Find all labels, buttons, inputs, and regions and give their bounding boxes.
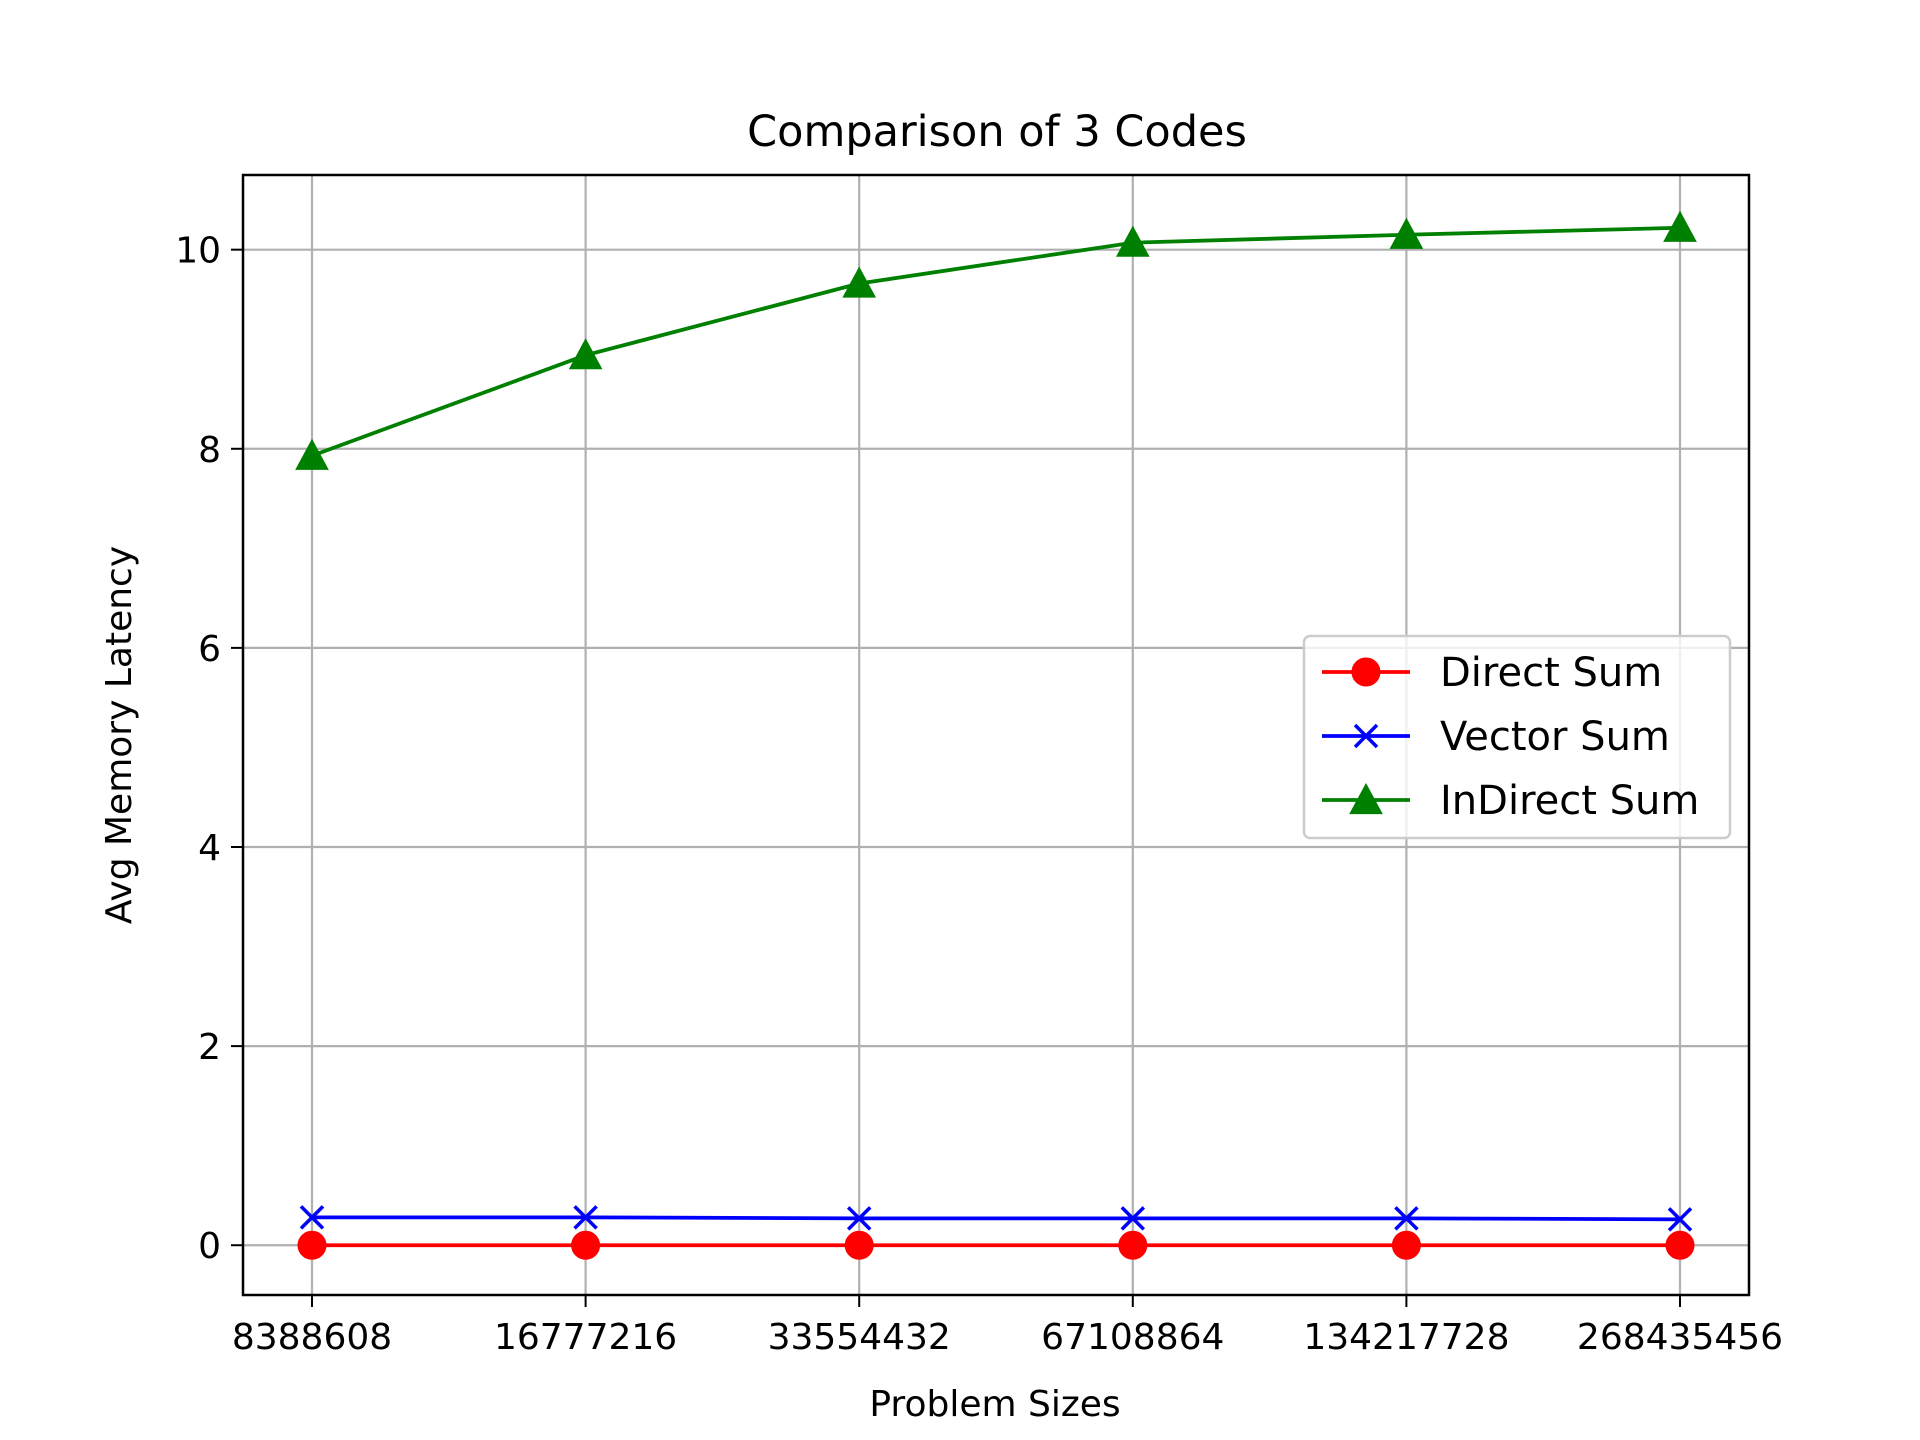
series-direct-sum — [297, 1230, 1695, 1260]
chart-title: Comparison of 3 Codes — [747, 107, 1247, 157]
series-line-vector-sum — [312, 1215, 1681, 1222]
plot-frame — [241, 173, 1751, 1297]
y-tick-label: 6 — [198, 629, 221, 670]
data-point-vector-sum — [299, 1205, 325, 1230]
series-layer — [295, 210, 1697, 1260]
legend-marker-vector-sum — [1353, 723, 1379, 749]
y-axis-label: Avg Memory Latency — [99, 546, 140, 924]
x-axis-label: Problem Sizes — [869, 1384, 1120, 1425]
data-point-direct-sum — [571, 1230, 601, 1260]
legend: Direct Sum Vector Sum InDirect Sum — [1302, 634, 1732, 840]
data-point-direct-sum — [1665, 1230, 1695, 1260]
data-point-indirect-sum — [842, 266, 877, 298]
x-tick-label: 8388608 — [232, 1317, 392, 1358]
legend-label-direct-sum: Direct Sum — [1440, 650, 1662, 696]
data-point-direct-sum — [1118, 1230, 1148, 1260]
data-point-direct-sum — [1391, 1230, 1421, 1260]
legend-box — [1302, 634, 1732, 840]
data-point-indirect-sum — [1663, 210, 1697, 242]
data-point-vector-sum — [1394, 1206, 1419, 1231]
data-point-indirect-sum — [568, 338, 603, 370]
y-tick-label: 10 — [175, 231, 221, 272]
data-point-vector-sum — [1120, 1206, 1146, 1231]
legend-label-indirect-sum: InDirect Sum — [1440, 778, 1699, 824]
data-point-indirect-sum — [1115, 225, 1150, 257]
series-line-indirect-sum — [311, 225, 1681, 458]
series-indirect-sum — [295, 210, 1697, 470]
data-point-direct-sum — [297, 1230, 327, 1260]
data-point-indirect-sum — [295, 438, 329, 470]
y-tick-label: 8 — [198, 430, 221, 471]
x-tick-label: 67108864 — [1041, 1317, 1224, 1358]
x-tick-label: 33554432 — [768, 1317, 951, 1358]
x-tick-label: 268435456 — [1577, 1317, 1783, 1358]
series-vector-sum — [299, 1205, 1693, 1232]
y-tick-label: 4 — [198, 828, 221, 869]
axis-ticks: 8388608 16777216 33554432 67108864 134217728… — [175, 231, 1783, 1358]
data-point-vector-sum — [573, 1205, 598, 1230]
data-point-vector-sum — [1667, 1207, 1693, 1232]
legend-marker-direct-sum — [1351, 657, 1381, 687]
data-point-direct-sum — [844, 1230, 874, 1260]
data-point-indirect-sum — [1389, 217, 1424, 249]
legend-marker-indirect-sum — [1349, 782, 1383, 815]
y-tick-label: 2 — [198, 1027, 221, 1068]
data-point-vector-sum — [846, 1206, 872, 1231]
y-tick-label: 0 — [198, 1226, 221, 1267]
legend-label-vector-sum: Vector Sum — [1440, 714, 1670, 760]
x-tick-label: 16777216 — [494, 1317, 677, 1358]
x-tick-label: 134217728 — [1303, 1317, 1509, 1358]
